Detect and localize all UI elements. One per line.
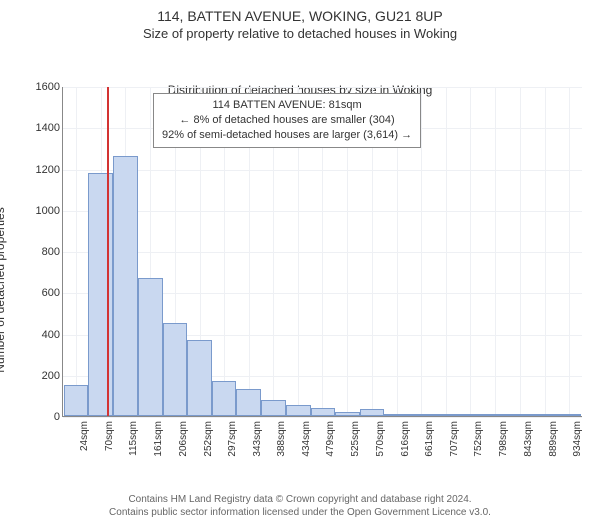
x-tick-label: 570sqm [375,421,386,457]
y-tick-label: 400 [20,329,60,341]
x-tick-label: 525sqm [350,421,361,457]
footer-attribution: Contains HM Land Registry data © Crown c… [8,493,592,519]
histogram-bar [113,156,137,416]
histogram-bar [557,414,581,416]
x-tick-label: 388sqm [276,421,287,457]
annotation-box: 114 BATTEN AVENUE: 81sqm ← 8% of detache… [153,93,421,148]
y-tick-label: 1600 [20,81,60,93]
x-tick-label: 752sqm [473,421,484,457]
x-tick-label: 252sqm [203,421,214,457]
x-tick-label: 115sqm [128,421,139,456]
x-tick-label: 434sqm [301,421,312,457]
gridline-v [421,87,422,416]
gridline-v [545,87,546,416]
histogram-bar [138,278,163,416]
gridline-v [495,87,496,416]
annotation-line-1: 114 BATTEN AVENUE: 81sqm [162,98,412,113]
gridline-v [446,87,447,416]
footer-line-2: Contains public sector information licen… [8,506,592,519]
histogram-bar [458,414,482,416]
x-tick-label: 24sqm [79,421,90,451]
x-tick-label: 479sqm [325,421,336,457]
histogram-bar [532,414,557,416]
gridline-v [76,87,77,416]
y-tick-label: 600 [20,287,60,299]
y-tick-label: 1200 [20,164,60,176]
y-axis-label: Number of detached properties [0,207,7,372]
histogram-bar [64,385,89,416]
histogram-bar [384,414,409,416]
x-tick-label: 616sqm [400,421,411,457]
histogram-chart: Number of detached properties 114 BATTEN… [8,83,592,483]
x-tick-label: 934sqm [572,421,583,457]
histogram-bar [335,412,360,416]
property-marker-line [107,87,109,416]
histogram-bar [163,323,187,416]
annotation-line-3: 92% of semi-detached houses are larger (… [162,128,412,143]
histogram-bar [187,340,212,416]
page-title: 114, BATTEN AVENUE, WOKING, GU21 8UP [8,8,592,24]
histogram-bar [508,414,532,416]
x-tick-label: 343sqm [252,421,263,457]
plot-area: 114 BATTEN AVENUE: 81sqm ← 8% of detache… [62,87,582,417]
x-tick-label: 297sqm [227,421,238,457]
x-tick-label: 889sqm [548,421,559,457]
x-tick-label: 206sqm [178,421,189,457]
histogram-bar [434,414,459,416]
annotation-line-2: ← 8% of detached houses are smaller (304… [162,113,412,128]
x-tick-label: 70sqm [104,421,115,451]
x-tick-label: 161sqm [153,421,164,457]
gridline-v [569,87,570,416]
histogram-bar [236,389,261,416]
y-tick-label: 1000 [20,205,60,217]
x-tick-label: 707sqm [449,421,460,457]
y-tick-label: 200 [20,370,60,382]
y-tick-label: 0 [20,411,60,423]
page-subtitle: Size of property relative to detached ho… [8,26,592,41]
x-tick-label: 843sqm [523,421,534,457]
histogram-bar [409,414,433,416]
gridline-v [520,87,521,416]
histogram-bar [360,409,384,416]
y-tick-label: 1400 [20,122,60,134]
histogram-bar [483,414,508,416]
histogram-bar [88,173,113,416]
y-tick-label: 800 [20,246,60,258]
histogram-bar [286,405,311,416]
gridline-v [470,87,471,416]
gridline-h [63,417,582,418]
histogram-bar [212,381,236,416]
x-tick-label: 798sqm [498,421,509,457]
histogram-bar [261,400,285,417]
histogram-bar [311,408,335,416]
x-tick-label: 661sqm [424,421,435,457]
